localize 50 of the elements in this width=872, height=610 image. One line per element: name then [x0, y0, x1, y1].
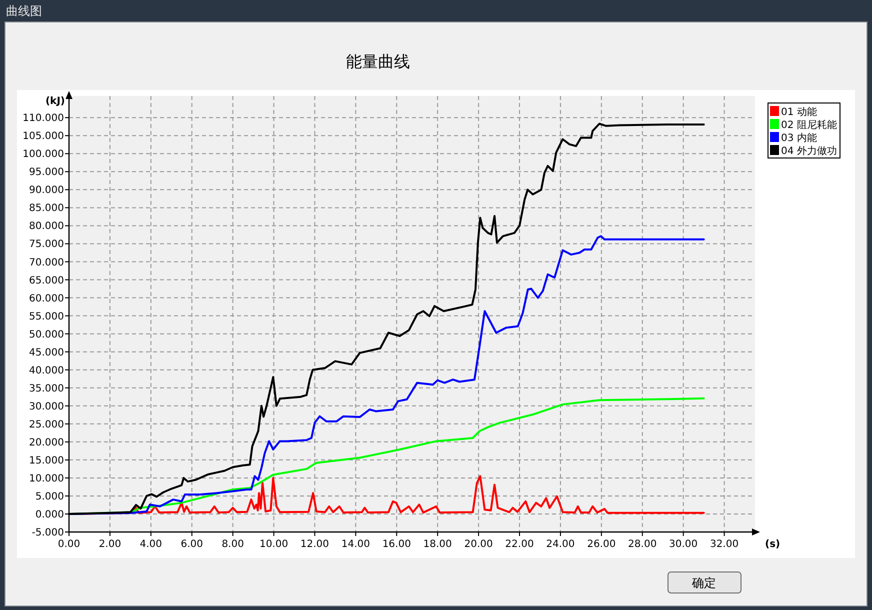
- legend-label: 01 动能: [781, 106, 817, 118]
- x-tick-label: 30.00: [669, 539, 698, 550]
- y-tick-label: 35.000: [29, 383, 64, 394]
- x-tick-label: 20.00: [464, 539, 493, 550]
- text: 确定: [691, 576, 716, 590]
- y-tick-label: 50.000: [29, 329, 64, 340]
- y-tick-label: 85.000: [29, 203, 64, 214]
- y-tick-label: 20.000: [29, 437, 64, 448]
- y-tick-label: 105.000: [22, 131, 64, 142]
- legend-label: 04 外力做功: [781, 145, 837, 157]
- y-tick-label: 15.000: [29, 455, 64, 466]
- y-tick-label: 60.000: [29, 293, 64, 304]
- y-tick-label: 0.000: [35, 509, 64, 520]
- x-tick-label: 24.00: [546, 539, 575, 550]
- y-tick-label: 110.000: [22, 113, 64, 124]
- y-tick-label: 40.000: [29, 365, 64, 376]
- legend-label: 02 阻尼耗能: [781, 119, 837, 131]
- y-tick-label: -5.000: [32, 528, 64, 538]
- y-axis-title: (kJ): [45, 96, 65, 107]
- x-tick-label: 28.00: [628, 539, 657, 550]
- x-tick-label: 4.00: [140, 539, 162, 550]
- y-tick-label: 5.000: [35, 491, 64, 502]
- x-tick-label: 14.00: [341, 539, 370, 550]
- x-tick-label: 22.00: [505, 539, 534, 550]
- y-tick-label: 10.000: [29, 473, 64, 484]
- x-tick-label: 8.00: [222, 539, 244, 550]
- x-tick-label: 18.00: [423, 539, 452, 550]
- y-tick-label: 25.000: [29, 419, 64, 430]
- y-tick-label: 75.000: [29, 239, 64, 250]
- legend-label: 03 内能: [781, 132, 817, 144]
- y-tick-label: 95.000: [29, 167, 64, 178]
- y-tick-label: 90.000: [29, 185, 64, 196]
- y-tick-label: 70.000: [29, 257, 64, 268]
- text: 曲线图: [6, 4, 42, 18]
- x-tick-label: 32.00: [710, 539, 739, 550]
- x-axis-title: (s): [765, 539, 780, 550]
- y-tick-label: 80.000: [29, 221, 64, 232]
- y-tick-label: 55.000: [29, 311, 64, 322]
- chart-title: 能量曲线: [346, 52, 410, 71]
- y-tick-label: 100.000: [22, 149, 64, 160]
- y-tick-label: 30.000: [29, 401, 64, 412]
- x-tick-label: 16.00: [382, 539, 411, 550]
- x-tick-label: 12.00: [300, 539, 330, 550]
- x-tick-label: 2.00: [98, 539, 122, 550]
- x-tick-label: 0.00: [58, 539, 80, 550]
- x-tick-label: 6.00: [180, 539, 203, 550]
- y-tick-label: 65.000: [29, 275, 64, 286]
- y-tick-label: 45.000: [29, 347, 64, 358]
- x-tick-label: 10.00: [259, 539, 288, 550]
- x-tick-label: 26.00: [587, 539, 616, 550]
